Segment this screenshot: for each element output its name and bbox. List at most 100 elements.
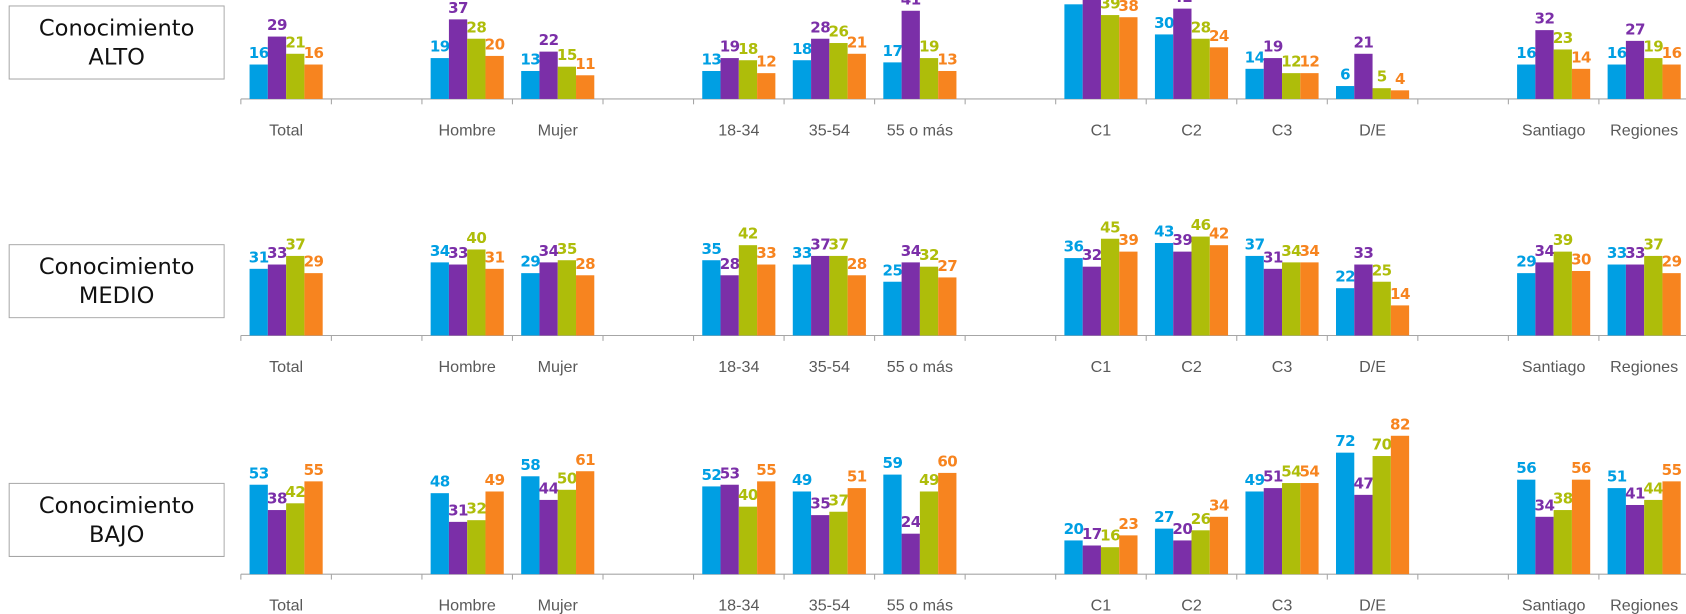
bar (720, 484, 739, 575)
bar (1553, 510, 1572, 575)
bar (1082, 545, 1101, 575)
x-tick-label: C2 (1181, 358, 1202, 376)
x-tick-label: Mujer (538, 597, 579, 614)
bar (1064, 258, 1083, 336)
bar (249, 268, 268, 336)
bar (521, 273, 540, 336)
bar (1372, 88, 1391, 99)
bar (1644, 499, 1663, 575)
value-label: 52 (701, 466, 721, 484)
x-tick-label: C3 (1272, 358, 1293, 376)
x-tick-label: C1 (1091, 121, 1112, 139)
bar (1100, 15, 1120, 99)
bar (521, 70, 540, 99)
value-label: 24 (901, 513, 921, 531)
bar (448, 264, 468, 336)
value-label: 4 (1395, 70, 1405, 88)
bar (467, 38, 486, 99)
value-label: 34 (430, 242, 450, 260)
value-label: 48 (430, 473, 450, 491)
x-tick-label: 35-54 (809, 597, 850, 614)
value-label: 41 (901, 0, 921, 8)
value-label: 55 (304, 461, 324, 479)
bar (757, 481, 776, 575)
value-label: 21 (1353, 33, 1373, 51)
bar (1662, 64, 1681, 99)
bar (847, 53, 866, 99)
value-label: 41 (1625, 485, 1645, 503)
value-label: 49 (1245, 471, 1265, 489)
bar (847, 488, 866, 575)
value-label: 33 (1625, 244, 1645, 262)
value-label: 55 (756, 461, 776, 479)
value-label: 31 (485, 248, 505, 266)
bar (267, 510, 287, 575)
bar (1553, 251, 1572, 336)
bar (448, 19, 468, 99)
value-label: 25 (1372, 261, 1392, 279)
bar (576, 275, 595, 336)
value-label: 16 (1516, 44, 1536, 62)
bar (1390, 435, 1410, 575)
bar (1100, 238, 1120, 336)
value-label: 42 (1172, 0, 1192, 6)
bar (1209, 47, 1229, 99)
bar (1372, 281, 1391, 336)
x-tick-label: Mujer (538, 121, 579, 139)
bar (539, 262, 558, 336)
bar (1517, 479, 1536, 575)
value-label: 33 (1607, 244, 1627, 262)
bar (847, 275, 866, 336)
bar (1553, 49, 1572, 99)
value-label: 32 (466, 500, 486, 518)
bar (811, 515, 830, 575)
bar (792, 264, 812, 336)
value-label: 21 (847, 33, 867, 51)
value-label: 37 (1245, 235, 1265, 253)
x-tick-label: Total (269, 121, 303, 139)
value-label: 47 (1353, 474, 1373, 492)
value-label: 37 (448, 0, 468, 17)
bar (485, 268, 504, 336)
panel-title-box: Conocimiento BAJO (8, 482, 225, 557)
value-label: 56 (1571, 459, 1591, 477)
value-label: 16 (1607, 44, 1627, 62)
x-tick-label: 55 o más (887, 358, 953, 376)
value-label: 29 (1662, 253, 1682, 271)
bar (1662, 481, 1681, 575)
bar (1644, 255, 1663, 336)
value-label: 61 (575, 451, 595, 469)
x-tick-label: 55 o más (887, 597, 953, 614)
bar (1390, 90, 1410, 99)
value-label: 34 (539, 242, 559, 260)
bar (1282, 73, 1301, 99)
bar (1571, 270, 1591, 336)
bar (430, 262, 449, 336)
bar (539, 499, 558, 575)
value-label: 36 (1064, 238, 1084, 256)
bar (1173, 8, 1192, 99)
value-label: 27 (1154, 508, 1174, 526)
value-label: 34 (1535, 242, 1555, 260)
value-label: 28 (575, 255, 595, 273)
value-label: 14 (1390, 285, 1410, 303)
value-label: 31 (448, 501, 468, 519)
value-label: 32 (1082, 246, 1102, 264)
value-label: 29 (267, 16, 287, 34)
bar (883, 281, 902, 336)
value-label: 29 (304, 253, 324, 271)
bar (1154, 528, 1174, 575)
bar (1300, 483, 1319, 575)
value-label: 13 (520, 51, 540, 69)
value-label: 19 (720, 38, 740, 56)
bar (557, 66, 577, 99)
bar (919, 58, 939, 99)
value-label: 33 (756, 244, 776, 262)
value-label: 35 (701, 240, 721, 258)
bar (539, 51, 558, 99)
bar (811, 38, 830, 99)
bar (1300, 73, 1319, 99)
bar (738, 506, 758, 575)
bar (883, 474, 902, 575)
value-label: 60 (937, 452, 957, 470)
